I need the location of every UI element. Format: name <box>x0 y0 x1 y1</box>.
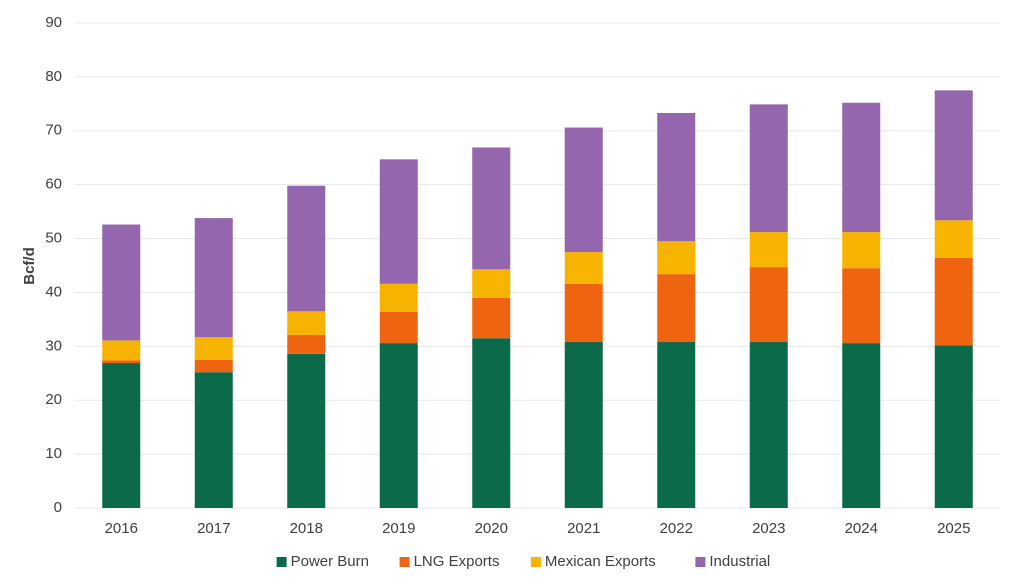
x-tick-label: 2016 <box>105 520 138 537</box>
bar-segment <box>749 342 788 508</box>
bar-segment <box>287 335 326 354</box>
bar-segment <box>287 185 326 312</box>
x-tick-label: 2022 <box>660 520 693 537</box>
bar-segment <box>102 340 141 361</box>
bar-segment <box>194 359 233 373</box>
bar-segment <box>934 345 973 508</box>
y-tick-label: 40 <box>45 283 62 300</box>
legend-label: LNG Exports <box>414 553 500 570</box>
legend-swatch <box>695 557 706 567</box>
y-tick-label: 30 <box>45 337 62 354</box>
y-axis-label: Bcf/d <box>21 247 38 285</box>
legend-label: Industrial <box>709 553 770 570</box>
y-tick-label: 20 <box>45 391 62 408</box>
bar-segment <box>842 343 881 508</box>
legend-swatch <box>276 557 287 567</box>
bar-segment <box>934 220 973 258</box>
bar-segment <box>287 311 326 336</box>
y-tick-label: 70 <box>45 122 62 139</box>
x-tick-label: 2023 <box>752 520 785 537</box>
bar-segment <box>102 360 141 364</box>
bar-segment <box>842 102 881 233</box>
bar-segment <box>472 338 511 508</box>
bar-segment <box>657 274 696 343</box>
bar-segment <box>749 232 788 268</box>
y-tick-label: 90 <box>45 14 62 31</box>
bar-segment <box>379 311 418 344</box>
y-tick-label: 0 <box>54 499 62 516</box>
x-tick-label: 2024 <box>845 520 878 537</box>
legend-label: Mexican Exports <box>545 553 656 570</box>
bar-segment <box>749 104 788 233</box>
y-tick-label: 60 <box>45 176 62 193</box>
bar-segment <box>657 112 696 242</box>
bar-segment <box>379 283 418 312</box>
bar-segment <box>379 159 418 284</box>
bar-segment <box>842 268 881 344</box>
bar-segment <box>472 269 511 298</box>
bar-segment <box>564 342 603 508</box>
bar-segment <box>102 363 141 508</box>
bar-segment <box>934 257 973 346</box>
bar-segment <box>749 267 788 343</box>
bar-segment <box>657 342 696 508</box>
bar-segment <box>564 283 603 343</box>
legend-swatch <box>399 557 410 567</box>
bar-segment <box>934 90 973 221</box>
x-tick-label: 2017 <box>197 520 230 537</box>
x-tick-label: 2020 <box>475 520 508 537</box>
bar-segment <box>564 127 603 253</box>
x-tick-label: 2018 <box>290 520 323 537</box>
x-tick-label: 2019 <box>382 520 415 537</box>
y-tick-label: 50 <box>45 230 62 247</box>
bar-segment <box>842 232 881 269</box>
bar-segment <box>379 343 418 508</box>
x-tick-label: 2025 <box>937 520 970 537</box>
bar-segment <box>564 252 603 284</box>
x-tick-label: 2021 <box>567 520 600 537</box>
bar-segment <box>472 147 511 270</box>
y-tick-label: 10 <box>45 445 62 462</box>
bar-segment <box>657 241 696 275</box>
y-tick-label: 80 <box>45 68 62 85</box>
bar-segment <box>102 224 141 341</box>
bar-segment <box>194 372 233 508</box>
bar-segment <box>287 353 326 508</box>
legend-swatch <box>530 557 541 567</box>
bar-segment <box>194 337 233 360</box>
legend-label: Power Burn <box>291 553 369 570</box>
bar-segment <box>194 218 233 338</box>
bar-segment <box>472 297 511 339</box>
